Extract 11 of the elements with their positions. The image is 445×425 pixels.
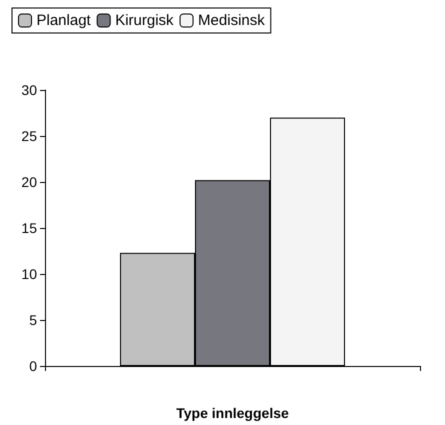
y-tick-label: 5 [29, 312, 38, 328]
y-tick-label: 10 [21, 266, 38, 282]
legend-label: Kirurgisk [115, 12, 174, 29]
y-tick-label: 15 [21, 220, 38, 236]
y-tick-label: 30 [21, 82, 38, 98]
x-axis-title: Type innleggelse [176, 405, 289, 421]
y-tick-label: 20 [21, 174, 38, 190]
legend-label: Medisinsk [198, 12, 266, 29]
y-tick-label: 0 [29, 358, 38, 374]
y-tick-label: 25 [21, 128, 38, 144]
legend-label: Planlagt [36, 12, 92, 29]
